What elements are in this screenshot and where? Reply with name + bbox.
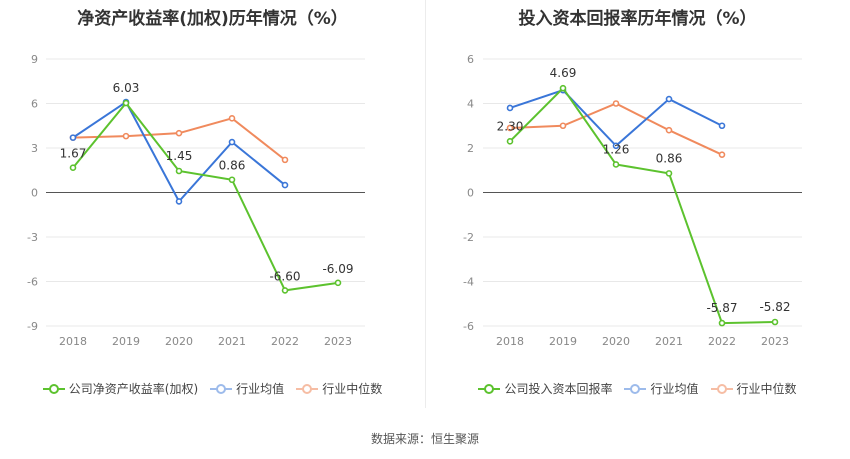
roic-chart-legend: 公司投入资本回报率 行业均值 行业中位数: [425, 380, 850, 397]
y-tick-label: -2: [463, 231, 474, 244]
data-label: -6.09: [322, 262, 353, 276]
x-tick-label: 2018: [496, 335, 524, 348]
data-point: [665, 126, 673, 134]
data-label: -6.60: [269, 269, 300, 283]
data-point: [718, 319, 726, 327]
legend-item-company-roe[interactable]: 公司净资产收益率(加权): [42, 380, 199, 397]
x-tick-label: 2019: [549, 335, 577, 348]
data-point: [612, 142, 620, 150]
data-label: 6.03: [113, 81, 140, 95]
y-tick-label: 6: [31, 98, 38, 111]
y-tick-label: 2: [467, 142, 474, 155]
legend-item-industry-mean[interactable]: 行业均值: [624, 380, 699, 397]
data-point: [175, 198, 183, 205]
data-point: [175, 129, 183, 137]
data-point: [281, 156, 289, 164]
data-point: [665, 170, 673, 177]
roe-chart-plot: 9 6 3 0 -3 -6 -9 2018 2019 2020 2021 2022 2023 1.67 6.…: [27, 53, 365, 348]
panel-divider: [425, 0, 426, 408]
data-point: [122, 99, 130, 107]
roic-chart-panel: 投入资本回报率历年情况（%） 6 4 2 0 -2 -4 -6 2018 2019 2020 202…: [425, 0, 850, 415]
data-point: [771, 318, 779, 326]
data-label: 1.26: [603, 142, 630, 156]
roe-chart-legend: 公司净资产收益率(加权) 行业均值 行业中位数: [0, 380, 425, 397]
data-point: [334, 279, 342, 287]
x-tick-label: 2021: [655, 335, 683, 348]
roe-chart-title: 净资产收益率(加权)历年情况（%）: [77, 9, 348, 29]
y-tick-label: -6: [463, 320, 474, 333]
data-label: -5.82: [759, 300, 790, 314]
data-point: [559, 84, 567, 92]
x-tick-label: 2019: [112, 335, 140, 348]
roic-chart-title: 投入资本回报率历年情况（%）: [518, 9, 757, 29]
data-point: [506, 138, 514, 145]
data-point: [228, 176, 236, 184]
legend-label: 公司投入资本回报率: [504, 382, 613, 396]
data-source-note: 数据来源：恒生聚源: [370, 432, 479, 446]
legend-line-marker-green: [478, 383, 501, 395]
x-tick-label: 2023: [324, 335, 352, 348]
data-point: [718, 151, 726, 158]
y-tick-label: 6: [467, 53, 474, 66]
x-tick-label: 2021: [218, 335, 246, 348]
y-tick-label: -4: [463, 276, 474, 289]
y-tick-label: -3: [27, 231, 38, 244]
data-point: [122, 132, 130, 140]
y-tick-label: 0: [31, 187, 38, 200]
data-point: [718, 122, 726, 130]
data-point: [506, 124, 514, 132]
data-point: [506, 104, 514, 112]
series-line: [72, 101, 339, 292]
series-line: [509, 86, 776, 325]
data-point: [69, 164, 77, 172]
data-point: [69, 134, 77, 141]
legend-item-industry-median[interactable]: 行业中位数: [296, 380, 382, 397]
legend-label: 行业均值: [236, 382, 285, 396]
legend-label: 公司净资产收益率(加权): [68, 382, 199, 396]
x-tick-label: 2023: [761, 335, 789, 348]
data-point: [281, 181, 289, 189]
y-tick-label: -6: [27, 276, 38, 289]
data-point: [175, 167, 183, 175]
data-label: 4.69: [550, 66, 577, 80]
legend-line-marker-orange: [710, 383, 733, 395]
legend-line-marker-green: [42, 383, 65, 395]
roe-chart-panel: 净资产收益率(加权)历年情况（%） 9 6 3 0 -3 -6 -9 2018 2019 2020…: [0, 0, 425, 415]
y-tick-label: 3: [31, 142, 38, 155]
series-line: [509, 88, 723, 148]
x-tick-label: 2020: [602, 335, 630, 348]
data-point: [665, 95, 673, 103]
legend-item-company-roic[interactable]: 公司投入资本回报率: [478, 380, 612, 397]
data-label: 2.30: [497, 119, 524, 133]
legend-line-marker-blue: [624, 383, 647, 395]
data-label: 1.67: [60, 147, 87, 161]
data-point: [612, 100, 620, 107]
legend-item-industry-median[interactable]: 行业中位数: [710, 380, 797, 397]
x-tick-label: 2022: [708, 335, 736, 348]
y-tick-label: -9: [27, 320, 38, 333]
legend-label: 行业中位数: [736, 382, 797, 396]
x-tick-label: 2018: [59, 335, 87, 348]
data-point: [228, 115, 236, 122]
legend-label: 行业均值: [650, 382, 699, 396]
y-tick-label: 0: [467, 187, 474, 200]
x-tick-label: 2020: [165, 335, 193, 348]
roic-chart-plot: 6 4 2 0 -2 -4 -6 2018 2019 2020 2021 2022 2023 2.30 4.…: [463, 53, 802, 348]
legend-label: 行业中位数: [322, 382, 383, 396]
data-point: [559, 122, 567, 130]
data-point: [281, 287, 289, 294]
data-label: -5.87: [706, 301, 737, 315]
y-tick-label: 4: [467, 98, 474, 111]
data-point: [612, 161, 620, 168]
legend-line-marker-blue: [210, 383, 233, 395]
data-label: 0.86: [219, 159, 246, 173]
legend-line-marker-orange: [296, 383, 319, 395]
y-tick-label: 9: [31, 53, 38, 66]
data-label: 1.45: [166, 149, 193, 163]
x-tick-label: 2022: [271, 335, 299, 348]
data-label: 0.86: [656, 151, 683, 165]
data-point: [228, 138, 236, 146]
legend-item-industry-mean[interactable]: 行业均值: [210, 380, 284, 397]
